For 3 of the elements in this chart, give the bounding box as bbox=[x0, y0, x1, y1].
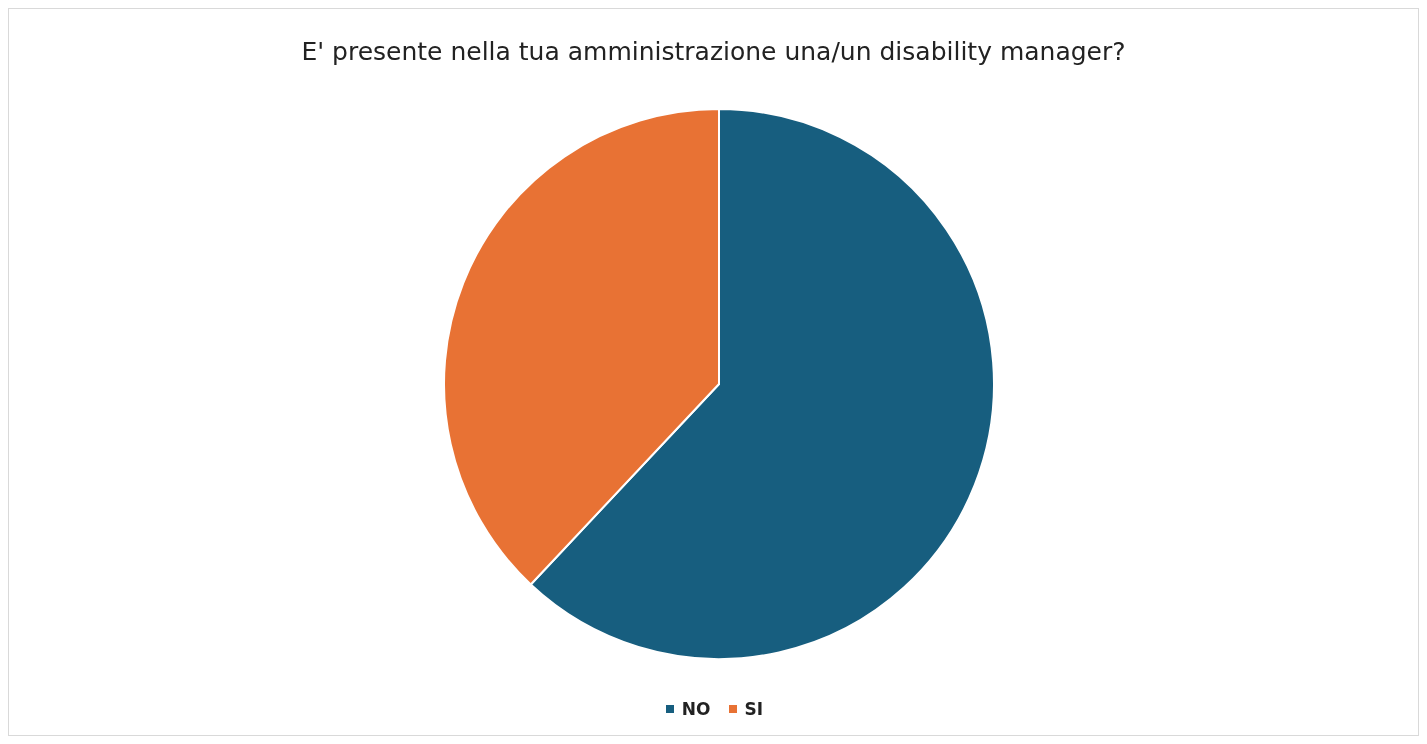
legend-label: NO bbox=[680, 699, 711, 719]
chart-title: E' presente nella tua amministrazione una/un disability manager? bbox=[300, 37, 1127, 66]
legend-label: SI bbox=[743, 699, 764, 719]
